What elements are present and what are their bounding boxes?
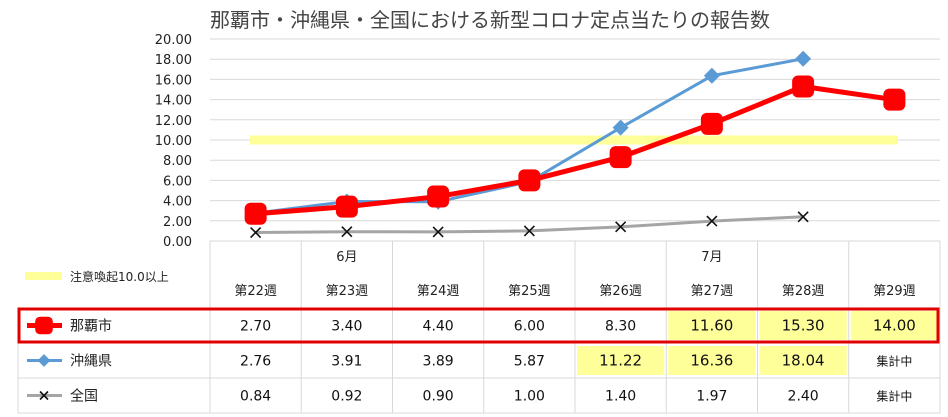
threshold-legend-label: 注意喚起10.0以上 xyxy=(70,269,169,284)
data-point-stroke xyxy=(706,215,718,227)
table-cell: 6.00 xyxy=(514,319,545,335)
data-point xyxy=(341,226,353,238)
data-point xyxy=(518,169,541,192)
data-point xyxy=(706,215,718,227)
data-point xyxy=(39,390,49,401)
data-point xyxy=(37,354,51,367)
y-tick-label: 0.00 xyxy=(163,235,192,250)
table-cell: 4.40 xyxy=(423,319,454,335)
data-point xyxy=(427,185,450,208)
data-point xyxy=(883,88,906,111)
week-label: 第25週 xyxy=(508,284,551,299)
table-cell: 2.40 xyxy=(788,389,819,405)
y-tick-label: 14.00 xyxy=(155,94,192,109)
table-cell: 3.89 xyxy=(423,354,454,370)
y-tick-label: 4.00 xyxy=(163,195,192,210)
row-frame xyxy=(17,307,940,344)
y-tick-label: 12.00 xyxy=(155,114,192,129)
data-point-stroke xyxy=(797,211,809,223)
highlight-cell xyxy=(577,346,665,375)
data-point-stroke xyxy=(615,221,627,233)
table-cell: 3.91 xyxy=(331,354,362,370)
month-label: 6月 xyxy=(336,250,357,265)
highlight-cell xyxy=(850,311,938,340)
data-point xyxy=(612,119,629,136)
data-point xyxy=(795,50,812,67)
data-point-stroke xyxy=(250,226,262,239)
y-tick-label: 2.00 xyxy=(163,215,192,230)
table-cell: 1.97 xyxy=(696,389,727,405)
data-point-stroke xyxy=(39,390,49,401)
y-tick-label: 6.00 xyxy=(163,174,192,189)
table-cell: 1.40 xyxy=(605,389,636,405)
highlight-cell xyxy=(759,346,847,375)
table-cell: 18.04 xyxy=(782,352,825,370)
data-point-stroke xyxy=(341,226,353,238)
highlight-cell xyxy=(759,311,847,340)
data-point xyxy=(615,221,627,233)
week-label: 第22週 xyxy=(234,284,277,299)
table-cell: 1.00 xyxy=(514,389,545,405)
y-tick-label: 20.00 xyxy=(155,33,192,48)
data-point xyxy=(335,195,358,218)
data-point-stroke xyxy=(432,226,444,238)
table-cell: 2.70 xyxy=(240,319,271,335)
table-cell: 16.36 xyxy=(690,352,733,370)
table-cell: 0.92 xyxy=(331,389,362,405)
data-point xyxy=(244,202,267,225)
table-cell: 0.84 xyxy=(240,389,271,405)
y-tick-label: 18.00 xyxy=(155,53,192,68)
table-cell: 11.60 xyxy=(690,317,733,335)
table-cell: 15.30 xyxy=(782,317,825,335)
data-point-stroke xyxy=(523,225,535,237)
y-tick-label: 16.00 xyxy=(155,73,192,88)
y-tick-label: 8.00 xyxy=(163,154,192,169)
week-label: 第23週 xyxy=(326,284,369,299)
week-label: 第24週 xyxy=(417,284,460,299)
week-label: 第28週 xyxy=(782,284,825,299)
table-cell: 8.30 xyxy=(605,319,636,335)
threshold-band: 注意喚起10.0以上 xyxy=(25,135,898,284)
series-line xyxy=(255,83,895,217)
table-cell: 0.90 xyxy=(423,389,454,405)
data-point xyxy=(792,75,815,98)
chart-title: 那覇市・沖縄県・全国における新型コロナ定点当たりの報告数 xyxy=(210,8,770,32)
table-cell: 11.22 xyxy=(599,352,642,370)
legend-label: 沖縄県 xyxy=(70,354,112,370)
data-point xyxy=(700,112,723,135)
data-point xyxy=(523,225,535,237)
week-label: 第27週 xyxy=(691,284,734,299)
data-point xyxy=(703,67,720,84)
data-point xyxy=(609,146,632,169)
week-label: 第26週 xyxy=(599,284,642,299)
table-cell: 集計中 xyxy=(876,389,912,404)
y-tick-label: 10.00 xyxy=(155,134,192,149)
data-point xyxy=(250,226,262,239)
data-point xyxy=(797,211,809,223)
week-label: 第29週 xyxy=(873,284,916,299)
table-cell: 2.76 xyxy=(240,354,271,370)
highlight-cell xyxy=(668,346,756,375)
data-point xyxy=(35,316,53,335)
table-cell: 集計中 xyxy=(876,354,912,369)
series-markers xyxy=(244,50,906,239)
highlight-cell xyxy=(668,311,756,340)
table-cell: 5.87 xyxy=(514,354,545,370)
table-cell: 14.00 xyxy=(873,317,916,335)
y-axis: 0.00 2.00 4.00 6.00 8.00 10.00 12.00 14.00 16.00… xyxy=(155,33,192,250)
month-label: 7月 xyxy=(701,250,722,265)
legend-label: 那覇市 xyxy=(70,318,112,335)
table-cell: 3.40 xyxy=(331,319,362,335)
data-point xyxy=(432,226,444,238)
legend-label: 全国 xyxy=(70,388,98,405)
